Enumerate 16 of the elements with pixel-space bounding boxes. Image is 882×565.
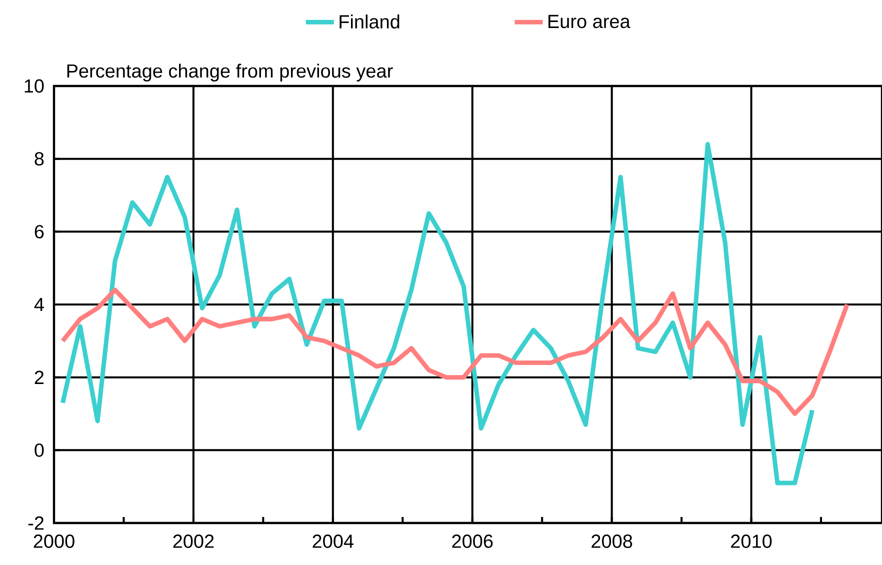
x-tick-label: 2008 [592,534,632,548]
x-tick-label: 2000 [34,534,74,548]
x-tick-label: 2006 [452,534,493,548]
x-tick-label: 2010 [731,534,772,548]
y-tick-label: 2 [34,370,44,384]
legend-label: Euro area [548,14,630,28]
y-tick-label: -2 [28,516,44,530]
y-tick-label: 8 [34,152,44,166]
x-tick-label: 2004 [312,534,354,548]
y-tick-label: 6 [34,224,44,238]
legend-label: Finland [340,14,400,29]
x-tick-label: 2002 [173,534,214,548]
y-axis-title: Percentage change from previous year [67,64,393,82]
y-tick-label: 10 [24,79,44,93]
y-tick-label: 0 [34,443,44,457]
y-tick-label: 4 [34,298,44,312]
